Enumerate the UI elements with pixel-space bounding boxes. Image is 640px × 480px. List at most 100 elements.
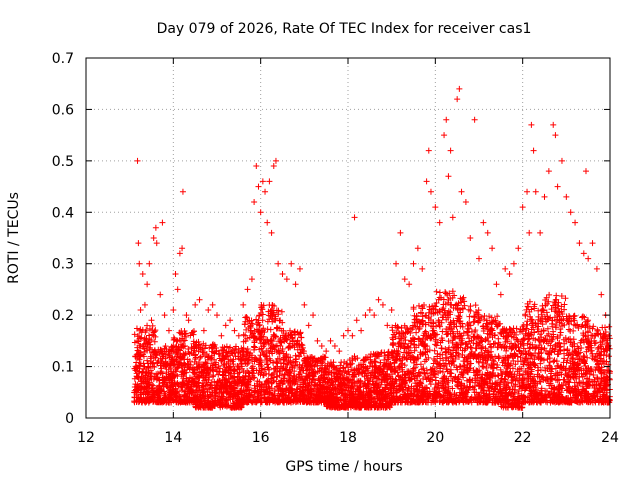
data-point [173,343,180,350]
data-point [277,335,284,342]
data-point [232,380,239,387]
data-point [171,361,178,368]
data-point [217,365,224,372]
data-point [242,318,249,325]
data-point [251,374,258,381]
data-point [158,368,165,375]
data-point [210,362,217,369]
data-point [174,365,181,372]
data-point [211,356,218,363]
data-point [171,381,178,388]
data-point [178,384,185,391]
data-point [154,359,161,366]
data-point [256,321,263,328]
data-point [227,404,234,411]
data-point [202,393,209,400]
data-point [193,404,200,411]
data-point [210,342,217,349]
data-point [218,357,225,364]
data-point [191,371,198,378]
data-point [163,396,170,403]
data-point [221,344,228,351]
data-point [210,400,217,407]
data-point [166,379,173,386]
data-point [170,334,177,341]
data-point [244,356,251,363]
data-point [141,398,148,405]
data-point [234,397,241,404]
data-point [270,359,277,366]
data-point [200,388,207,395]
data-point [161,345,168,352]
data-point [250,334,257,341]
data-point [185,361,192,368]
data-point [240,377,247,384]
data-point [235,355,242,362]
data-point [131,339,138,346]
data-point [153,351,160,358]
data-point [199,389,206,396]
data-point [166,354,173,361]
data-point [133,359,140,366]
data-point [176,336,183,343]
data-point [194,373,201,380]
data-point [180,375,187,382]
data-point [145,397,152,404]
data-point [240,345,247,352]
data-point [221,361,228,368]
data-point [227,344,234,351]
data-point [174,345,181,352]
data-point [212,348,219,355]
data-point [180,351,187,358]
data-point [254,393,261,400]
data-point [172,390,179,397]
data-point [199,382,206,389]
data-point [219,352,226,359]
data-point [228,382,235,389]
data-point [241,387,248,394]
data-point [234,403,241,410]
data-point [147,353,154,360]
data-point [268,380,275,387]
data-point [256,326,263,333]
data-point [216,350,223,357]
data-point [170,360,177,367]
data-point [244,379,251,386]
data-point [131,365,138,372]
data-point [257,340,264,347]
data-point [228,348,235,355]
data-point [183,369,190,376]
data-point [184,399,191,406]
data-point [230,368,237,375]
data-point [242,360,249,367]
data-point [235,389,242,396]
data-point [243,349,250,356]
data-point [231,345,238,352]
data-point [141,363,148,370]
data-point [227,352,234,359]
data-point [140,391,147,398]
data-point [237,349,244,356]
data-point [148,381,155,388]
data-point [157,362,164,369]
data-point [142,328,149,335]
data-point [244,368,251,375]
data-point [137,378,144,385]
data-point [206,403,213,410]
data-point [192,354,199,361]
data-point [234,383,241,390]
data-point [143,386,150,393]
data-point [133,325,140,332]
data-point [214,400,221,407]
data-point [223,349,230,356]
data-point [165,350,172,357]
data-point [231,349,238,356]
data-point [151,355,158,362]
data-point [242,337,249,344]
data-point [208,394,215,401]
data-point [199,349,206,356]
data-point [163,375,170,382]
data-point [248,352,255,359]
data-point [185,345,192,352]
